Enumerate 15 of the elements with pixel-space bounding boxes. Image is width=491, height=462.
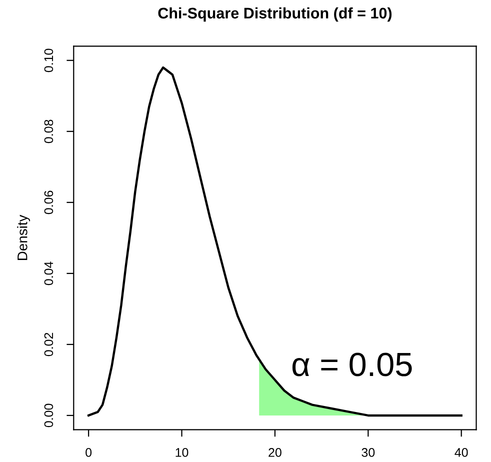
x-tick-label: 40 xyxy=(454,448,468,457)
y-tick-label: 0.00 xyxy=(44,404,54,428)
x-tick-label: 20 xyxy=(268,448,282,457)
annotation: α = 0.05 xyxy=(292,352,412,376)
y-tick-label: 0.06 xyxy=(44,190,54,214)
chart-title: Chi-Square Distribution (df = 10) xyxy=(158,7,392,22)
y-tick-label: 0.08 xyxy=(44,120,54,144)
y-axis-title: Density xyxy=(17,214,30,260)
x-tick-label: 0 xyxy=(86,448,92,457)
x-tick-label: 10 xyxy=(176,448,188,457)
y-tick-label: 0.02 xyxy=(44,332,54,356)
y-tick-label: 0.04 xyxy=(44,262,54,286)
x-tick-label: 30 xyxy=(362,448,375,457)
y-tick-label: 0.10 xyxy=(44,48,54,72)
line-series xyxy=(87,66,462,417)
